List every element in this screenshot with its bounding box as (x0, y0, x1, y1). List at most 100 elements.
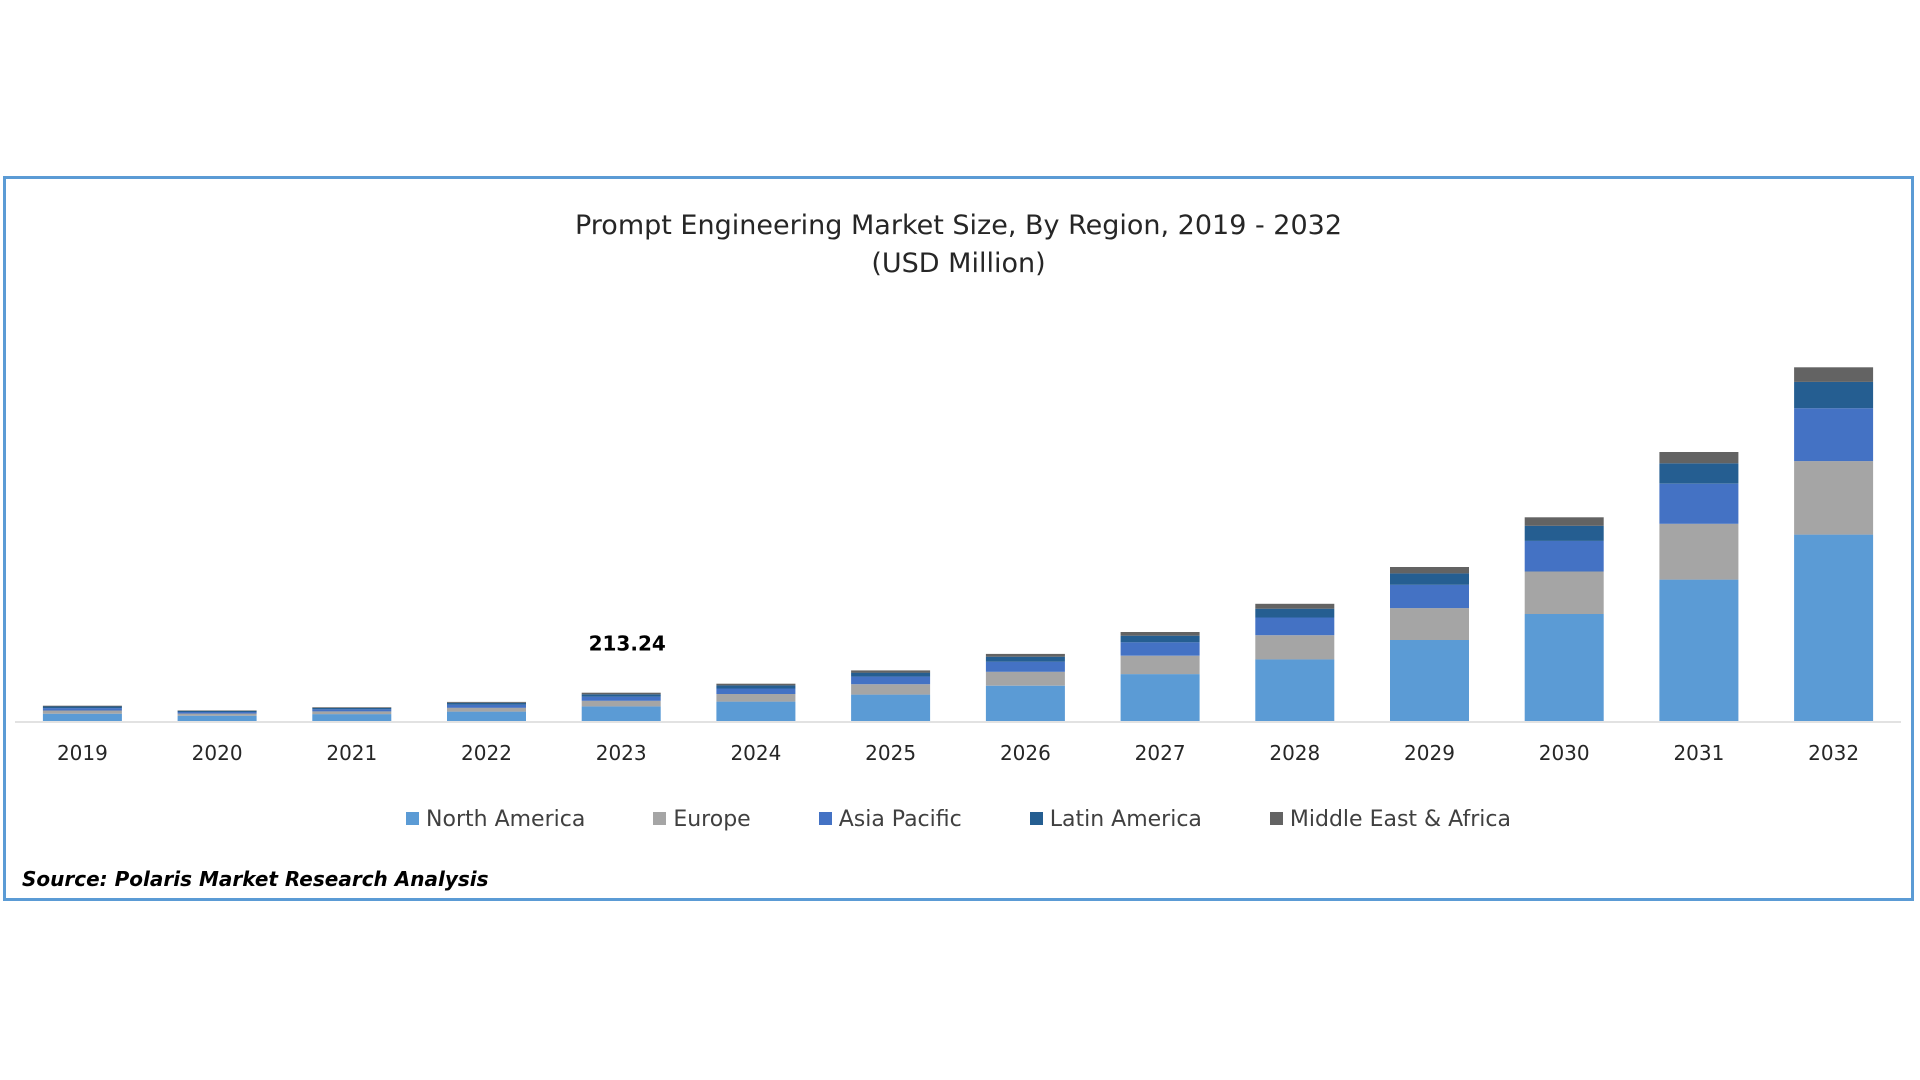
bar-2020-asia-pacific (177, 712, 257, 714)
legend-label: North America (426, 807, 586, 832)
plot-area: 2019 2020 2021 2022 2023 2024 2025 2026 2027 2028… (15, 367, 1901, 765)
bar-2024-latin-america (716, 685, 796, 689)
bar-2019-middle-east-africa (42, 705, 122, 707)
legend-item-europe: Europe (653, 807, 751, 832)
bar-2029-asia-pacific (1390, 584, 1469, 609)
chart-title: Prompt Engineering Market Size, By Regio… (574, 210, 1343, 241)
data-label-2023: 213.24 (589, 632, 666, 656)
bar-2025-north-america (851, 694, 931, 721)
bar-2024-middle-east-africa (716, 683, 796, 686)
legend-item-asia-pacific: Asia Pacific (818, 807, 962, 832)
x-tick-label-2032: 2032 (1808, 741, 1859, 765)
bar-2032-asia-pacific (1794, 408, 1874, 462)
bar-2031-asia-pacific (1659, 483, 1739, 524)
bar-2023-latin-america (581, 694, 661, 697)
x-tick-label-2022: 2022 (461, 741, 512, 765)
bar-2029-middle-east-africa (1390, 567, 1469, 574)
bar-stack-2026 (985, 653, 1065, 721)
bar-2028-asia-pacific (1255, 617, 1335, 636)
chart-title-block: Prompt Engineering Market Size, By Regio… (6, 207, 1911, 283)
x-tick-label-2026: 2026 (1000, 741, 1051, 765)
legend-swatch (406, 811, 420, 825)
bar-2023-north-america (581, 706, 661, 721)
bar-2021-north-america (312, 714, 392, 721)
bar-2021-latin-america (312, 708, 392, 710)
bar-2023-asia-pacific (581, 696, 661, 701)
bar-2021-europe (312, 711, 392, 715)
bar-2029-europe (1390, 608, 1469, 640)
x-tick-label-2019: 2019 (57, 741, 108, 765)
bar-stack-2025 (851, 670, 931, 721)
x-tick-label-2028: 2028 (1269, 741, 1320, 765)
bar-stack-2019 (42, 705, 122, 721)
bar-2020-middle-east-africa (177, 710, 257, 711)
x-tick-label-2025: 2025 (865, 741, 916, 765)
bar-2026-middle-east-africa (985, 653, 1065, 657)
legend-label: Middle East & Africa (1289, 807, 1511, 832)
bar-2030-latin-america (1524, 525, 1604, 541)
bar-2023-middle-east-africa (581, 692, 661, 695)
bar-2029-latin-america (1390, 573, 1469, 585)
legend-swatch (653, 811, 667, 825)
x-tick-label-2020: 2020 (192, 741, 243, 765)
bar-2025-latin-america (851, 672, 931, 677)
bar-2026-asia-pacific (985, 661, 1065, 672)
bar-2032-north-america (1794, 534, 1874, 721)
legend-label: Asia Pacific (838, 807, 962, 832)
bar-2030-asia-pacific (1524, 540, 1604, 572)
bar-2027-middle-east-africa (1120, 632, 1200, 636)
bar-2027-latin-america (1120, 635, 1200, 643)
bar-2021-asia-pacific (312, 709, 392, 712)
bar-2030-north-america (1524, 614, 1604, 721)
legend-item-latin-america: Latin America (1029, 807, 1202, 832)
bar-2025-middle-east-africa (851, 670, 931, 673)
legend-swatch (1269, 811, 1283, 825)
bar-2028-middle-east-africa (1255, 603, 1335, 609)
bar-2021-middle-east-africa (312, 707, 392, 708)
bar-2024-north-america (716, 701, 796, 721)
chart-subtitle: (USD Million) (871, 248, 1046, 279)
bar-2032-europe (1794, 461, 1874, 535)
bar-2026-latin-america (985, 656, 1065, 662)
bar-2031-latin-america (1659, 463, 1739, 484)
bar-2028-latin-america (1255, 608, 1335, 618)
bar-2022-asia-pacific (447, 704, 526, 708)
bar-2019-asia-pacific (42, 708, 122, 711)
x-tick-label-2029: 2029 (1404, 741, 1455, 765)
legend-swatch (818, 811, 832, 825)
bar-stack-2020 (177, 710, 257, 721)
legend-label: Latin America (1049, 807, 1202, 832)
bar-stack-2021 (312, 707, 392, 721)
bar-2025-asia-pacific (851, 676, 931, 685)
x-tick-label-2024: 2024 (730, 741, 781, 765)
bar-2027-asia-pacific (1120, 642, 1200, 656)
legend: North America Europe Asia Pacific Latin Ame… (6, 807, 1911, 832)
bar-2022-europe (447, 707, 526, 712)
bar-2030-middle-east-africa (1524, 517, 1604, 526)
bar-2028-north-america (1255, 659, 1335, 721)
bar-2025-europe (851, 684, 931, 695)
bar-stack-2032 (1794, 367, 1874, 721)
bar-2019-north-america (42, 713, 122, 721)
bar-stack-2030 (1524, 517, 1604, 721)
bar-2026-north-america (985, 685, 1065, 721)
bar-2032-latin-america (1794, 381, 1874, 409)
bar-2024-europe (716, 694, 796, 702)
bar-stack-2029 (1390, 567, 1469, 721)
bar-2022-north-america (447, 711, 526, 721)
x-tick-label-2021: 2021 (326, 741, 377, 765)
bar-2022-middle-east-africa (447, 701, 526, 703)
chart-frame: Prompt Engineering Market Size, By Regio… (3, 176, 1914, 901)
bar-2028-europe (1255, 635, 1335, 660)
bar-2024-asia-pacific (716, 688, 796, 694)
bar-stack-2027 (1120, 632, 1200, 721)
x-tick-label-2031: 2031 (1673, 741, 1724, 765)
bar-2027-europe (1120, 655, 1200, 675)
bar-2026-europe (985, 671, 1065, 686)
bar-2031-north-america (1659, 579, 1739, 721)
x-tick-label-2030: 2030 (1539, 741, 1590, 765)
bar-2020-north-america (177, 715, 257, 721)
bar-stack-2031 (1659, 452, 1739, 721)
legend-label: Europe (673, 807, 751, 832)
bar-2032-middle-east-africa (1794, 367, 1874, 382)
